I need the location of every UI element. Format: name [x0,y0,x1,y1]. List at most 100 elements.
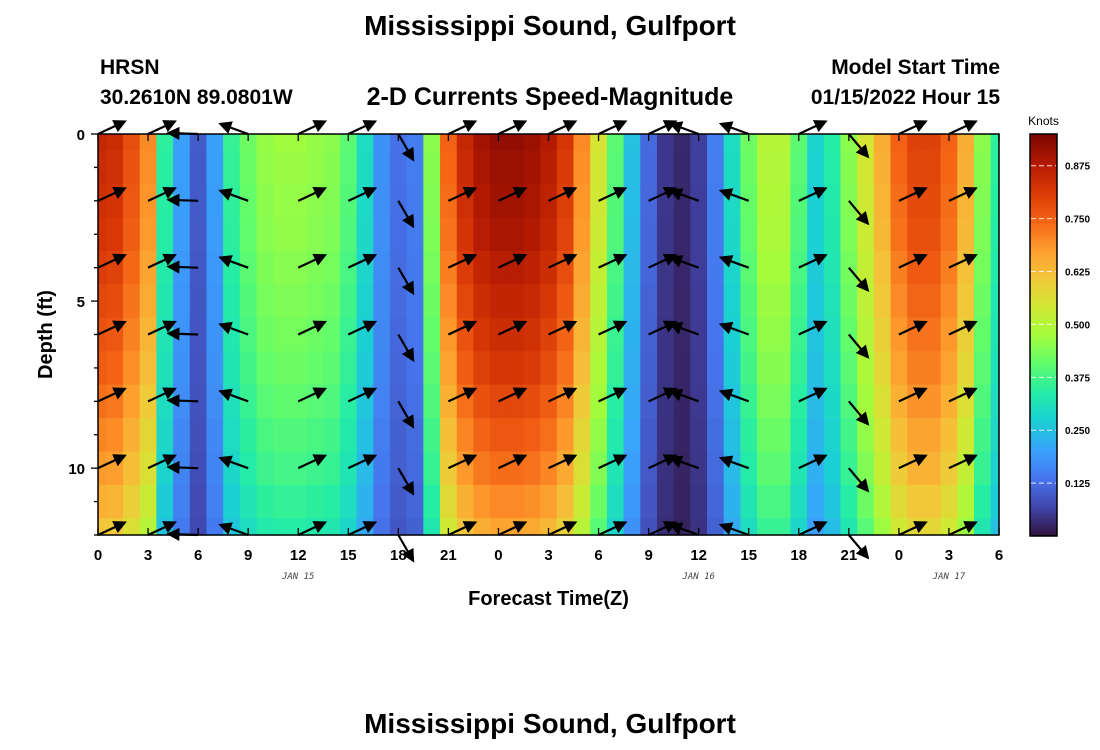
current-vector-arrow [598,253,628,269]
heat-cell [423,150,441,185]
model-start-label: Model Start Time [831,56,1000,79]
heat-cell [389,284,408,319]
heat-cell [373,217,391,252]
current-vector-arrow [97,320,127,336]
heat-cell [223,384,241,419]
heat-cell [373,518,391,536]
heat-cell [723,284,741,319]
heat-cell [289,284,308,319]
heat-cell [573,351,591,386]
heat-cell [740,250,758,285]
heat-cell [223,134,241,152]
heat-cell [156,150,174,185]
heat-cell [273,150,291,185]
heat-cell [473,484,491,519]
heat-cell [957,484,975,519]
heat-cell [623,451,641,486]
heat-cell [690,150,708,185]
current-vector-arrow [668,188,700,202]
heat-cell [223,451,241,486]
heat-cell [306,484,324,519]
heat-cell [673,418,691,453]
y-tick-label: 10 [68,461,85,478]
heat-cell [923,418,942,453]
heat-cell [873,184,892,219]
current-vector-arrow [497,320,528,336]
heat-cell [189,351,208,386]
heat-cell [857,418,875,453]
y-tick-label: 5 [77,294,85,311]
heat-cell [473,184,491,219]
heat-cell [123,384,141,419]
heat-cell [707,518,725,536]
y-tick-label: 0 [77,127,85,144]
heat-cell [590,418,608,453]
heat-cell [556,150,575,185]
heat-cell [673,134,691,152]
heat-cell [940,217,958,252]
heat-cell [940,150,958,185]
current-vector-arrow [218,255,249,269]
heat-cell [707,451,725,486]
heat-cell [523,484,541,519]
heat-cell [990,317,1000,352]
heat-cell [823,217,842,252]
colorbar-tick-label: 0.500 [1065,320,1090,331]
heat-cell [790,284,808,319]
heat-cell [323,351,341,386]
heat-cell [440,134,458,152]
heat-cell [673,351,691,386]
heat-cell [573,384,591,419]
heat-cell [98,351,107,386]
heat-cell [923,384,942,419]
current-vector-arrow [948,521,978,536]
current-vector-arrow [798,253,828,269]
current-vector-arrow [847,400,870,426]
heat-cell [990,217,1000,252]
heat-cell [890,518,908,536]
heat-cell [640,418,658,453]
current-vector-arrow [297,387,328,403]
heat-cell [690,284,708,319]
heat-cell [857,484,875,519]
heat-cell [339,134,358,152]
heat-cell [440,351,458,386]
heat-cell [98,451,107,486]
current-vector-arrow [397,133,415,162]
current-vector-arrow [297,120,328,135]
heat-cell [356,217,374,252]
heat-cell [757,217,775,252]
heat-cell [506,150,525,185]
heat-cell [590,351,608,386]
heat-cell [206,284,224,319]
heat-cell [857,284,875,319]
current-vector-arrow [668,522,700,537]
heat-cell [456,217,475,252]
heat-cell [339,418,358,453]
heat-cell [356,150,374,185]
heat-cell [406,384,424,419]
current-vector-arrow [898,320,928,336]
heat-cell [606,284,625,319]
heat-cell [873,134,892,152]
heat-cell [773,150,792,185]
heat-cell [239,384,258,419]
heat-cell [790,134,808,152]
heat-cell [673,484,691,519]
heat-cell [506,134,525,152]
heat-cell [373,134,391,152]
heat-cell [206,250,224,285]
heat-cell [106,418,124,453]
heat-cell [740,317,758,352]
heat-cell [306,134,324,152]
current-vector-arrow [718,388,750,403]
heat-cell [106,150,124,185]
heat-cell [373,250,391,285]
current-vector-arrow [218,522,249,537]
x-tick-label: 6 [594,547,602,564]
heat-cell [523,250,541,285]
x-tick-label: 3 [144,547,152,564]
heat-cell [156,134,174,152]
heat-cell [807,284,825,319]
heat-cell [573,150,591,185]
